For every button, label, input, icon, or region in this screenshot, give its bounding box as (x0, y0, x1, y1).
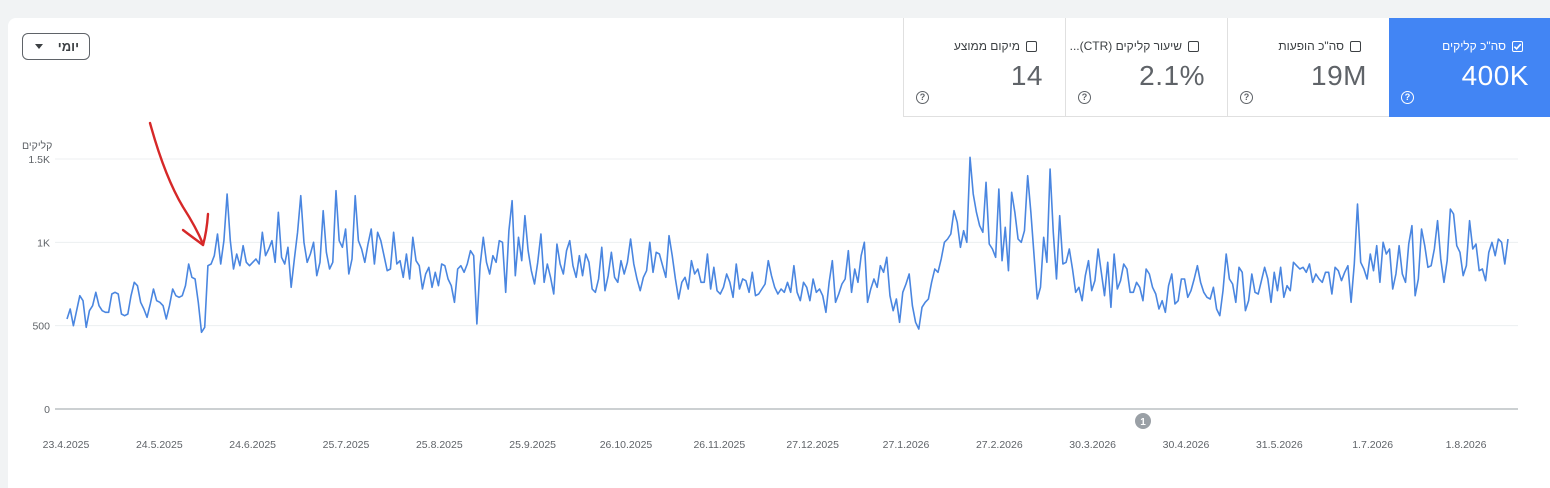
x-tick-label: 31.5.2026 (1256, 439, 1303, 451)
help-icon[interactable]: ? (916, 91, 929, 104)
x-tick-label: 25.7.2025 (323, 439, 370, 451)
x-tick-label: 26.10.2025 (600, 439, 653, 451)
x-tick-label: 25.9.2025 (509, 439, 556, 451)
metric-tile-position[interactable]: מיקום ממוצע 14 ? (903, 18, 1065, 117)
x-tick-label: 23.4.2025 (43, 439, 90, 451)
y-tick-label: 0 (44, 404, 50, 416)
y-axis-label: קליקים (22, 140, 52, 152)
help-icon[interactable]: ? (1401, 91, 1414, 104)
x-tick-label: 30.4.2026 (1163, 439, 1210, 451)
help-icon[interactable]: ? (1078, 91, 1091, 104)
metric-label: סה"כ קליקים (1442, 39, 1506, 53)
x-tick-label: 27.1.2026 (883, 439, 930, 451)
period-dropdown-label: יומי (57, 39, 79, 54)
checkbox-icon[interactable] (1350, 40, 1361, 52)
period-dropdown[interactable]: יומי (22, 33, 90, 60)
help-icon[interactable]: ? (1240, 91, 1253, 104)
x-tick-label: 27.12.2025 (786, 439, 839, 451)
y-tick-label: 1.5K (28, 154, 50, 166)
annotation-arrow (148, 121, 210, 247)
y-tick-label: 500 (32, 321, 50, 333)
annotation-marker-label: 1 (1140, 417, 1146, 428)
y-tick-label: 1K (37, 237, 50, 249)
x-tick-label: 26.11.2025 (693, 439, 745, 451)
metric-label: סה"כ הופעות (1278, 39, 1344, 53)
x-tick-label: 30.3.2026 (1069, 439, 1116, 451)
metric-tile-ctr[interactable]: שיעור קליקים (CTR)... 2.1% ? (1065, 18, 1227, 117)
x-tick-label: 1.7.2026 (1352, 439, 1393, 451)
checkbox-icon[interactable] (1188, 40, 1199, 52)
metric-tile-impressions[interactable]: סה"כ הופעות 19M ? (1227, 18, 1389, 117)
x-tick-label: 1.8.2026 (1446, 439, 1487, 451)
chevron-down-icon (35, 44, 43, 49)
metric-label: מיקום ממוצע (953, 39, 1020, 53)
x-tick-label: 25.8.2025 (416, 439, 463, 451)
metric-tile-clicks[interactable]: סה"כ קליקים 400K ? (1389, 18, 1550, 117)
series-line (66, 156, 1509, 334)
annotation-marker[interactable]: 1 (1135, 413, 1151, 429)
x-tick-label: 24.5.2025 (136, 439, 183, 451)
x-tick-label: 24.6.2025 (229, 439, 276, 451)
metric-label: שיעור קליקים (CTR)... (1069, 39, 1182, 53)
x-tick-label: 27.2.2026 (976, 439, 1023, 451)
metric-value: 19M (1311, 60, 1367, 91)
checkbox-checked-icon[interactable] (1512, 40, 1523, 52)
metric-value: 14 (1010, 60, 1043, 91)
checkbox-icon[interactable] (1026, 40, 1037, 52)
metric-value: 2.1% (1139, 60, 1205, 91)
metric-value: 400K (1461, 60, 1529, 91)
